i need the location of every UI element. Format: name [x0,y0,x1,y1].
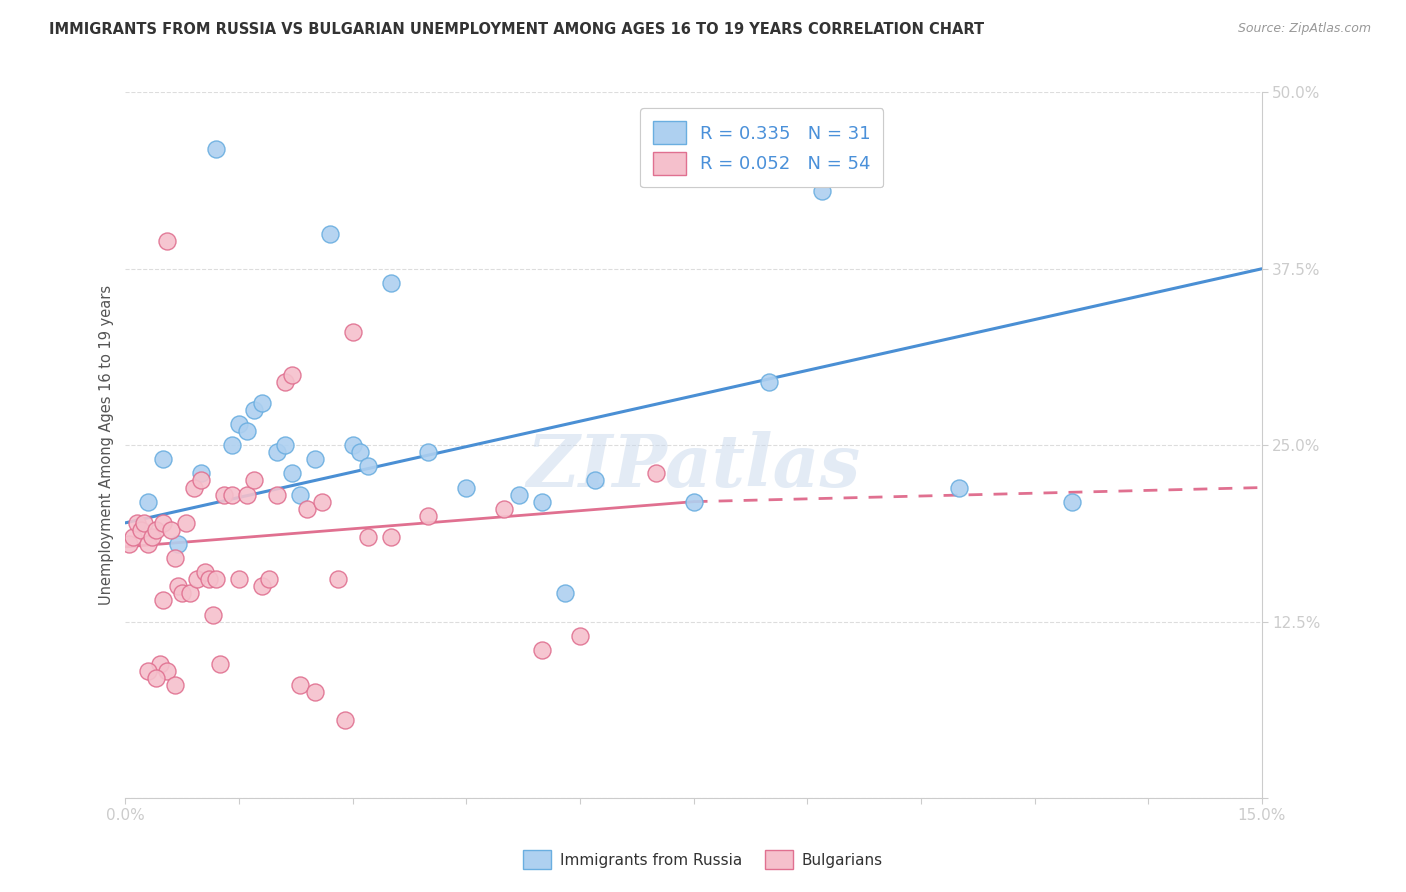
Point [163,678,186,692]
Point [508,487,530,501]
Point [326,572,349,586]
Point [304,452,326,467]
Point [304,685,326,699]
Point [122,530,145,544]
Point [235,487,257,501]
Y-axis label: Unemployment Among Ages 16 to 19 years: Unemployment Among Ages 16 to 19 years [100,285,114,606]
Text: Source: ZipAtlas.com: Source: ZipAtlas.com [1237,22,1371,36]
Text: IMMIGRANTS FROM RUSSIA VS BULGARIAN UNEMPLOYMENT AMONG AGES 16 TO 19 YEARS CORRE: IMMIGRANTS FROM RUSSIA VS BULGARIAN UNEM… [49,22,984,37]
Point [259,572,281,586]
Point [221,487,243,501]
Point [531,494,554,508]
Point [172,586,194,600]
Point [209,657,232,671]
Point [494,501,516,516]
Point [134,516,156,530]
Point [160,523,183,537]
Point [288,678,311,692]
Point [418,445,440,459]
Point [152,593,174,607]
Point [357,459,380,474]
Point [125,516,148,530]
Point [554,586,576,600]
Point [152,452,174,467]
Point [212,487,235,501]
Legend: R = 0.335   N = 31, R = 0.052   N = 54: R = 0.335 N = 31, R = 0.052 N = 54 [640,109,883,187]
Point [148,657,170,671]
Point [758,375,780,389]
Point [311,494,333,508]
Point [349,445,371,459]
Point [273,375,295,389]
Point [228,572,250,586]
Legend: Immigrants from Russia, Bulgarians: Immigrants from Russia, Bulgarians [517,844,889,875]
Point [201,607,224,622]
Point [948,481,970,495]
Point [1062,494,1084,508]
Point [221,438,243,452]
Point [235,424,257,438]
Point [288,487,311,501]
Point [644,467,666,481]
Point [167,537,190,551]
Point [811,184,834,198]
Text: ZIPatlas: ZIPatlas [527,431,860,502]
Point [682,494,704,508]
Point [281,368,304,382]
Point [250,396,273,410]
Point [583,474,606,488]
Point [319,227,342,241]
Point [152,516,174,530]
Point [281,467,304,481]
Point [118,537,141,551]
Point [190,467,212,481]
Point [380,276,402,290]
Point [163,551,186,566]
Point [129,523,152,537]
Point [136,664,159,678]
Point [250,579,273,593]
Point [456,481,478,495]
Point [531,643,554,657]
Point [205,572,228,586]
Point [136,537,159,551]
Point [179,586,201,600]
Point [186,572,208,586]
Point [357,530,380,544]
Point [145,523,167,537]
Point [243,403,266,417]
Point [156,664,179,678]
Point [266,487,288,501]
Point [569,629,592,643]
Point [190,474,212,488]
Point [228,417,250,431]
Point [141,530,163,544]
Point [418,508,440,523]
Point [198,572,221,586]
Point [297,501,319,516]
Point [183,481,205,495]
Point [136,494,159,508]
Point [156,234,179,248]
Point [380,530,402,544]
Point [342,326,364,340]
Point [266,445,288,459]
Point [243,474,266,488]
Point [333,714,356,728]
Point [194,566,217,580]
Point [273,438,295,452]
Point [205,142,228,156]
Point [167,579,190,593]
Point [174,516,197,530]
Point [145,671,167,685]
Point [342,438,364,452]
